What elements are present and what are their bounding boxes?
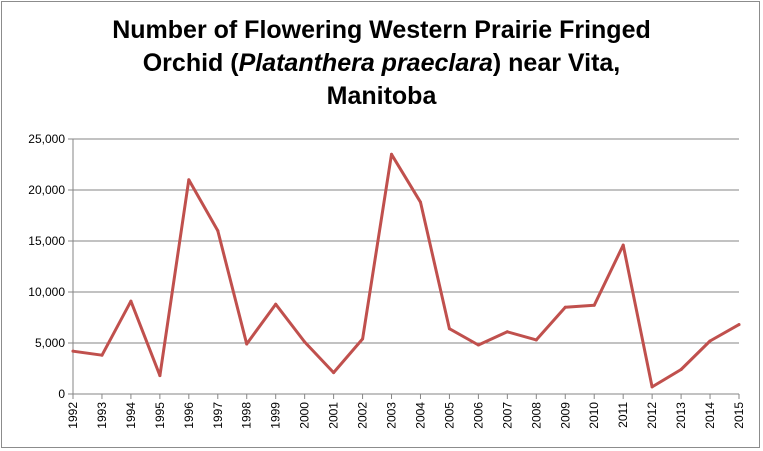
x-axis-ticks: 1992 1993 1994 1995 1996 1997 1998 1999 2000 2001… (66, 394, 746, 429)
chart-title: Number of Flowering Western Prairie Frin… (0, 14, 763, 113)
x-tick-label: 2004 (413, 402, 427, 429)
data-point (621, 243, 625, 247)
x-tick-label: 2003 (385, 402, 399, 429)
data-point (592, 303, 596, 307)
x-tick-label: 1994 (124, 402, 138, 429)
data-point (476, 343, 480, 347)
x-tick-label: 1999 (269, 402, 283, 429)
data-point (303, 340, 307, 344)
data-point (390, 152, 394, 156)
x-tick-label: 1996 (182, 402, 196, 429)
x-tick-label: 2008 (529, 402, 543, 429)
x-tick-label: 2015 (732, 402, 746, 429)
x-tick-label: 1995 (153, 402, 167, 429)
y-tick-label: 15,000 (28, 234, 65, 248)
y-tick-label: 5,000 (35, 336, 65, 350)
x-tick-label: 2010 (587, 402, 601, 429)
title-line-2-text-b: ) near Vita, (492, 49, 621, 77)
title-line-3-text: Manitoba (326, 82, 437, 110)
x-tick-label: 2002 (356, 402, 370, 429)
x-tick-label: 1998 (240, 402, 254, 429)
data-point (418, 200, 422, 204)
data-point (650, 385, 654, 389)
title-line-2: Orchid (Platanthera praeclara) near Vita… (0, 47, 763, 80)
data-point (505, 330, 509, 334)
x-tick-label: 2011 (616, 402, 630, 428)
data-point (679, 368, 683, 372)
x-tick-label: 2013 (674, 402, 688, 429)
x-tick-label: 2000 (298, 402, 312, 429)
data-point (708, 339, 712, 343)
data-point (332, 371, 336, 375)
title-line-3: Manitoba (0, 80, 763, 113)
y-tick-label: 20,000 (28, 183, 65, 197)
x-tick-label: 1993 (95, 402, 109, 429)
data-point (187, 178, 191, 182)
data-point (129, 299, 133, 303)
data-point (158, 374, 162, 378)
title-line-1: Number of Flowering Western Prairie Frin… (0, 14, 763, 47)
y-tick-label: 0 (58, 387, 65, 401)
data-point (216, 229, 220, 233)
series-group (71, 152, 741, 389)
x-tick-label: 2006 (471, 402, 485, 429)
data-point (245, 342, 249, 346)
data-point (71, 349, 75, 353)
title-line-2-text-a: Orchid ( (142, 49, 239, 77)
y-axis-ticks: 0 5,000 10,000 15,000 20,000 25,000 (28, 132, 73, 401)
title-line-1-text: Number of Flowering Western Prairie Frin… (112, 16, 651, 44)
gridlines (73, 138, 739, 344)
data-point (361, 337, 365, 341)
x-tick-label: 2012 (645, 402, 659, 429)
data-point (274, 302, 278, 306)
data-point (563, 305, 567, 309)
y-tick-label: 25,000 (28, 132, 65, 146)
x-tick-label: 2001 (327, 402, 341, 429)
data-point (737, 323, 741, 327)
x-tick-label: 2009 (558, 402, 572, 429)
x-tick-label: 2007 (500, 402, 514, 429)
title-line-2-species: Platanthera praeclara (238, 49, 493, 77)
x-tick-label: 1992 (66, 402, 80, 429)
y-tick-label: 10,000 (28, 285, 65, 299)
x-tick-label: 2005 (442, 402, 456, 429)
data-point (534, 338, 538, 342)
x-tick-label: 1997 (211, 402, 225, 429)
series-line (71, 152, 741, 389)
x-tick-label: 2014 (703, 402, 717, 429)
data-point (100, 353, 104, 357)
data-point (447, 327, 451, 331)
